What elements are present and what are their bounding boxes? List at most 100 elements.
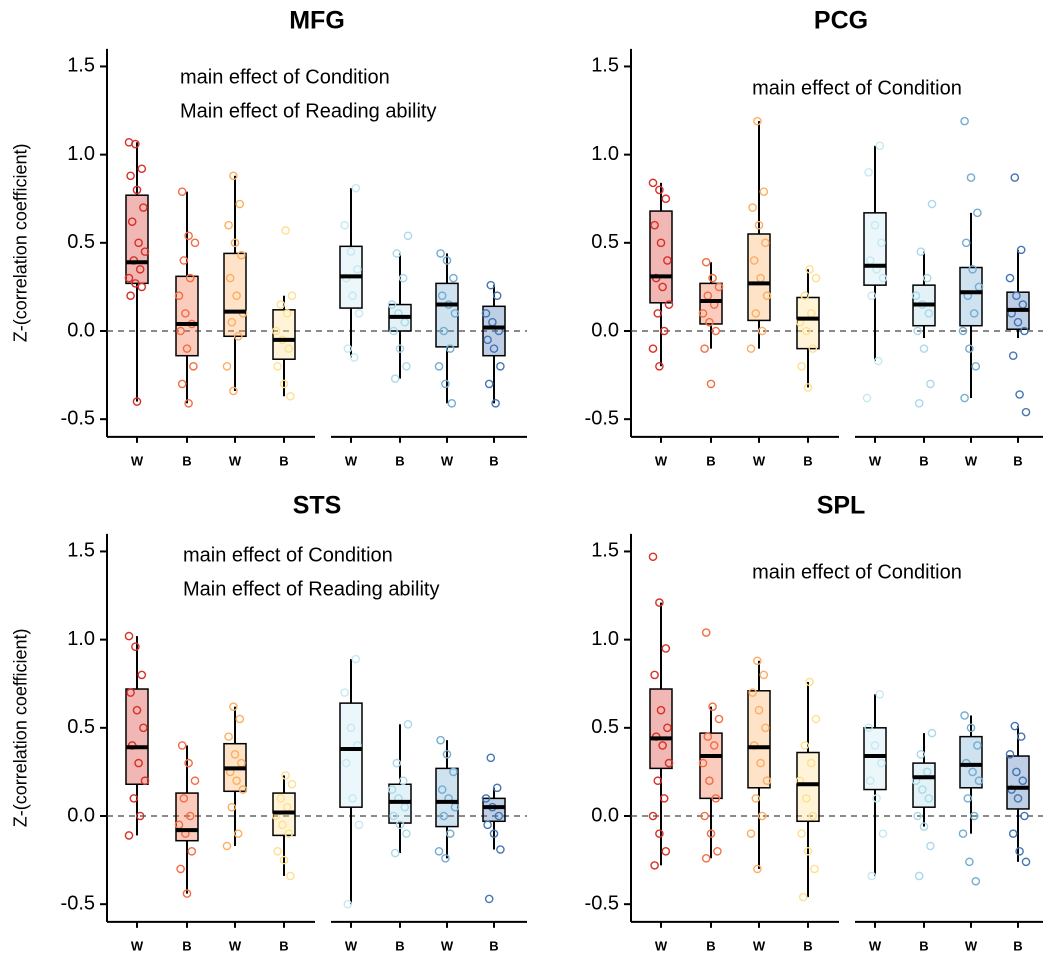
data-point <box>439 326 449 336</box>
x-tick-label: B <box>279 938 288 953</box>
data-point <box>913 326 922 336</box>
data-point <box>754 220 764 230</box>
data-point <box>489 829 499 838</box>
data-point <box>756 758 765 768</box>
data-point <box>1010 173 1020 182</box>
data-point <box>973 208 982 218</box>
data-point <box>711 326 721 336</box>
data-point <box>135 264 145 274</box>
data-point <box>177 187 187 196</box>
data-point <box>926 841 935 851</box>
data-point <box>126 171 135 181</box>
data-point <box>492 783 502 793</box>
data-point <box>447 399 457 408</box>
data-point <box>174 291 184 301</box>
data-point <box>436 735 445 745</box>
data-point <box>441 379 450 389</box>
data-point <box>481 794 491 803</box>
data-point <box>343 899 353 909</box>
x-tick-label: W <box>965 453 978 468</box>
box <box>649 688 673 770</box>
y-axis-label: Z-(correlation coefficient) <box>11 628 31 827</box>
data-point <box>185 811 195 821</box>
x-tick-label: W <box>869 938 882 953</box>
data-point <box>870 741 880 750</box>
panel: SPL main effect of Condition 1.5 1.0 0.5 0.0 -… <box>585 492 1043 953</box>
data-point <box>494 811 504 821</box>
data-point <box>701 257 711 267</box>
data-point <box>659 326 669 336</box>
x-tick-label: B <box>803 938 812 953</box>
data-point <box>650 220 659 230</box>
data-point <box>913 811 922 821</box>
data-point <box>496 361 505 371</box>
data-point <box>1015 390 1024 399</box>
data-point <box>182 889 192 898</box>
data-point <box>864 167 873 177</box>
data-point <box>349 353 359 362</box>
data-point <box>222 841 232 851</box>
data-point <box>237 250 246 260</box>
data-point <box>176 326 185 336</box>
data-point <box>806 758 816 768</box>
data-point <box>1020 811 1029 821</box>
data-point <box>281 226 290 235</box>
y-tick-label: 1.0 <box>591 143 619 165</box>
y-tick-label: 1.0 <box>67 143 95 165</box>
x-tick-label: B <box>706 453 715 468</box>
data-point <box>449 767 458 777</box>
data-point <box>974 776 984 786</box>
data-point <box>656 705 666 715</box>
x-tick-label: B <box>1013 453 1022 468</box>
data-point <box>184 399 193 408</box>
y-tick-label: -0.5 <box>61 407 95 429</box>
data-point <box>273 361 282 371</box>
annotation: main effect of Condition <box>180 66 390 88</box>
data-point <box>798 892 808 902</box>
data-point <box>878 273 888 283</box>
x-tick-label: W <box>753 938 766 953</box>
data-point <box>1013 317 1023 327</box>
data-point <box>496 845 505 854</box>
data-point <box>137 282 147 292</box>
box <box>863 727 887 791</box>
data-point <box>286 871 295 881</box>
x-tick-label: B <box>1013 938 1022 953</box>
data-point <box>1018 776 1028 786</box>
data-point <box>1008 351 1018 360</box>
data-point <box>877 758 886 768</box>
data-point <box>1021 857 1031 867</box>
data-point <box>648 178 658 188</box>
data-point <box>442 749 452 759</box>
x-tick-label: B <box>279 453 288 468</box>
data-point <box>126 291 135 301</box>
data-point <box>761 723 770 733</box>
panel: MFG Z-(correlation coefficient) main effec… <box>11 7 527 468</box>
x-tick-label: W <box>753 453 766 468</box>
data-point <box>969 309 979 318</box>
data-point <box>808 344 818 353</box>
y-tick-label: 0.5 <box>591 716 619 738</box>
panel-title: SPL <box>817 492 866 520</box>
box <box>1006 755 1030 810</box>
data-point <box>706 829 716 838</box>
data-point <box>663 723 672 733</box>
data-point <box>353 264 362 274</box>
data-point <box>436 249 445 258</box>
x-tick-label: B <box>919 938 928 953</box>
data-point <box>190 776 200 786</box>
data-point <box>354 309 364 318</box>
data-point <box>1005 273 1015 283</box>
data-point <box>655 598 664 607</box>
data-point <box>395 820 405 830</box>
data-point <box>131 279 140 288</box>
panel-title: MFG <box>289 7 345 35</box>
data-point <box>434 361 444 371</box>
box <box>125 688 149 786</box>
data-point <box>751 309 761 318</box>
data-point <box>753 864 762 874</box>
data-point <box>966 723 976 733</box>
data-point <box>803 846 813 856</box>
x-tick-label: W <box>655 938 668 953</box>
x-tick-label: B <box>395 938 404 953</box>
